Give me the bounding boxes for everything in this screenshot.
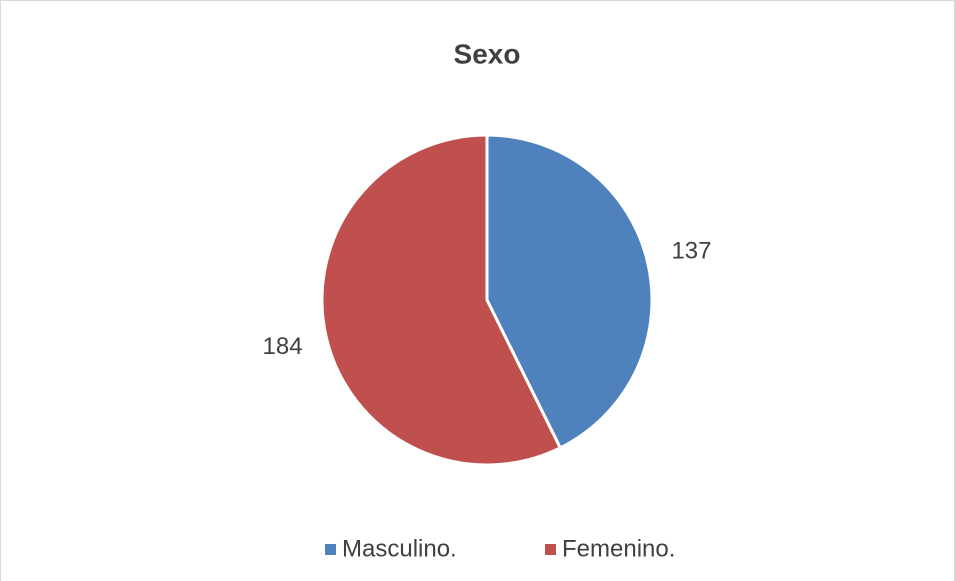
legend-label: Femenino.	[562, 535, 675, 562]
pie-slice	[485, 133, 654, 450]
pie-slice	[320, 133, 563, 467]
data-label: 137	[671, 237, 711, 264]
data-label: 184	[263, 333, 303, 360]
legend-swatch	[325, 544, 336, 555]
chart-title: Sexo	[454, 38, 521, 69]
legend-swatch	[545, 544, 556, 555]
legend-label: Masculino.	[342, 535, 457, 562]
